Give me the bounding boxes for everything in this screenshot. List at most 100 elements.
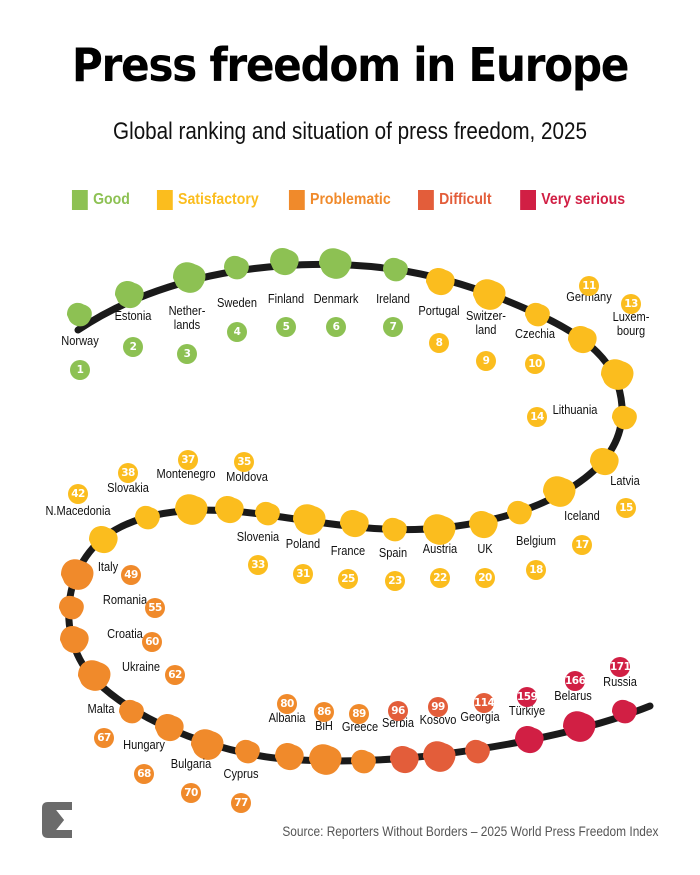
- country-shape-france: [340, 510, 369, 538]
- country-shape-latvia: [590, 448, 619, 476]
- country-name-trkiye: Türkiye: [508, 703, 546, 718]
- legend-item-satisfactory: Satisfactory: [156, 190, 259, 210]
- country-shape-luxembourg: [601, 359, 634, 390]
- country-shape-norway: [67, 302, 92, 327]
- country-shape-russia: [612, 699, 637, 724]
- legend-label: Difficult: [439, 191, 492, 208]
- page-subtitle: Global ranking and situation of press fr…: [113, 118, 587, 145]
- country-name-estonia: Estonia: [114, 308, 152, 323]
- country-shape-switzerland: [473, 279, 506, 310]
- rank-badge-belarus: 166: [565, 671, 586, 691]
- rank-badge-estonia: 2: [123, 337, 143, 357]
- country-name-bulgaria: Bulgaria: [170, 756, 212, 771]
- country-name-croatia: Croatia: [107, 626, 143, 641]
- country-shape-lithuania: [612, 405, 637, 430]
- country-shape-germany: [568, 326, 597, 354]
- country-name-slovakia: Slovakia: [107, 480, 149, 495]
- rank-badge-czechia: 10: [525, 354, 545, 374]
- country-shape-kosovo: [423, 741, 456, 772]
- country-shape-italy: [61, 559, 94, 590]
- country-name-germany: Germany: [566, 289, 612, 304]
- rank-badge-cyprus: 77: [231, 793, 251, 813]
- rank-badge-serbia: 96: [388, 701, 408, 721]
- country-shape-spain: [382, 517, 407, 542]
- country-name-bih: BiH: [315, 718, 333, 733]
- legend-swatch-problematic: [288, 190, 305, 210]
- country-name-greece: Greece: [341, 719, 379, 734]
- country-name-serbia: Serbia: [382, 715, 414, 730]
- rank-badge-slovakia: 38: [118, 463, 138, 483]
- rank-badge-hungary: 68: [134, 764, 154, 784]
- country-name-russia: Russia: [603, 674, 637, 689]
- country-shape-belarus: [563, 711, 596, 742]
- country-shape-greece: [351, 749, 376, 774]
- country-shape-hungary: [155, 714, 184, 742]
- rank-badge-bulgaria: 70: [181, 783, 201, 803]
- country-name-norway: Norway: [61, 333, 99, 348]
- country-name-malta: Malta: [87, 701, 115, 716]
- country-shape-ireland: [383, 257, 408, 282]
- rank-badge-france: 25: [338, 569, 358, 589]
- rank-badge-portugal: 8: [429, 333, 449, 353]
- country-name-sweden: Sweden: [217, 295, 257, 310]
- country-name-czechia: Czechia: [515, 326, 555, 341]
- country-shape-bih: [309, 744, 342, 775]
- country-shape-estonia: [115, 281, 144, 309]
- rank-badge-luxembourg: 13: [621, 294, 641, 314]
- rank-badge-finland: 5: [276, 317, 296, 337]
- source-note: Source: Reporters Without Borders – 2025…: [281, 823, 658, 839]
- legend-swatch-satisfactory: [156, 190, 173, 210]
- rank-badge-slovenia: 33: [248, 555, 268, 575]
- country-name-luxembourg: Luxem-bourg: [612, 309, 650, 338]
- country-name-portugal: Portugal: [418, 303, 460, 318]
- country-name-netherlands: Nether-lands: [168, 303, 206, 332]
- rank-badge-spain: 23: [385, 571, 405, 591]
- page-title: Press freedom in Europe: [71, 38, 630, 92]
- country-shape-serbia: [390, 746, 419, 774]
- country-name-ukraine: Ukraine: [121, 659, 161, 674]
- legend-label: Problematic: [309, 191, 391, 208]
- rank-badge-bih: 86: [314, 702, 334, 722]
- country-name-hungary: Hungary: [123, 737, 165, 752]
- country-shape-finland: [270, 248, 299, 276]
- country-name-romania: Romania: [102, 592, 148, 607]
- country-name-slovenia: Slovenia: [236, 529, 280, 544]
- country-shape-trkiye: [515, 726, 544, 754]
- country-shape-sweden: [224, 255, 249, 280]
- rank-badge-russia: 171: [610, 657, 631, 677]
- country-shape-czechia: [525, 302, 550, 327]
- rank-badge-norway: 1: [70, 360, 90, 380]
- country-name-cyprus: Cyprus: [223, 766, 259, 781]
- country-name-lithuania: Lithuania: [552, 402, 598, 417]
- rank-badge-iceland: 17: [572, 535, 592, 555]
- country-name-uk: UK: [477, 541, 493, 556]
- rank-badge-lithuania: 14: [527, 407, 547, 427]
- country-shape-nmacedonia: [89, 526, 118, 554]
- rank-badge-switzerland: 9: [476, 351, 496, 371]
- legend-swatch-very-serious: [519, 190, 536, 210]
- country-name-france: France: [330, 543, 366, 558]
- country-name-belgium: Belgium: [516, 533, 556, 548]
- rank-badge-trkiye: 159: [517, 687, 538, 707]
- country-shape-albania: [275, 743, 304, 771]
- country-name-switzerland: Switzer-land: [466, 308, 506, 337]
- country-shape-bulgaria: [191, 729, 224, 760]
- country-shape-slovenia: [255, 501, 280, 526]
- legend-item-good: Good: [72, 190, 130, 210]
- country-shape-montenegro: [175, 494, 208, 525]
- rank-badge-albania: 80: [277, 694, 297, 714]
- rank-badge-denmark: 6: [326, 317, 346, 337]
- country-shape-portugal: [426, 268, 455, 296]
- country-name-albania: Albania: [268, 710, 306, 725]
- country-shape-uk: [469, 511, 498, 539]
- rank-badge-kosovo: 99: [428, 697, 448, 717]
- publisher-logo-icon: [42, 802, 72, 838]
- country-shape-iceland: [543, 476, 576, 507]
- rank-badge-nmacedonia: 42: [68, 484, 88, 504]
- legend-swatch-difficult: [418, 190, 434, 210]
- country-shape-belgium: [507, 500, 532, 525]
- rank-badge-uk: 20: [475, 568, 495, 588]
- country-name-spain: Spain: [378, 545, 408, 560]
- rank-badge-netherlands: 3: [177, 344, 197, 364]
